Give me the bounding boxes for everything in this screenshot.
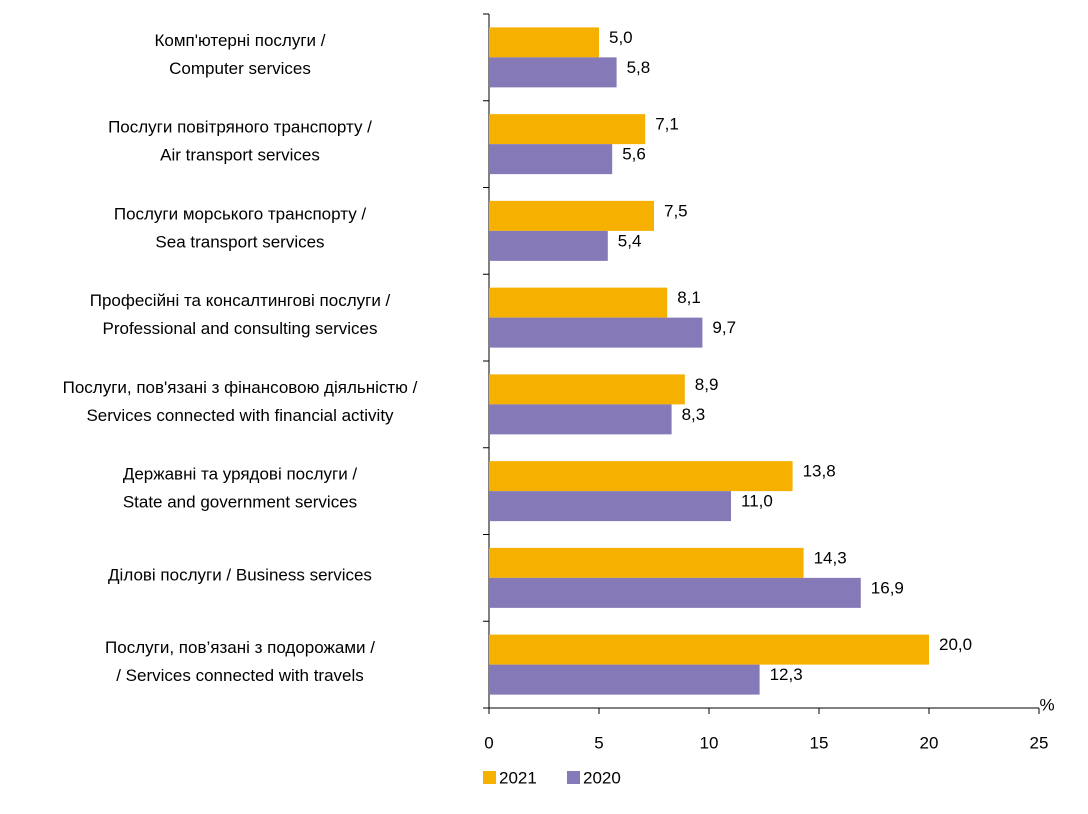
- category-label: Послуги, пов’язані з подорожами /: [105, 638, 375, 657]
- bar: [489, 577, 861, 608]
- bar: [489, 114, 646, 145]
- x-tick-label: 20: [920, 733, 939, 752]
- category-label: Services connected with financial activi…: [86, 406, 394, 425]
- value-label: 20,0: [939, 635, 972, 654]
- bar: [489, 27, 599, 58]
- bar: [489, 374, 685, 405]
- category-label: Air transport services: [160, 146, 320, 165]
- category-label: Послуги морського транспорту /: [114, 204, 367, 223]
- bar: [489, 664, 760, 695]
- value-label: 8,9: [695, 375, 719, 394]
- value-label: 5,4: [618, 231, 642, 250]
- category-label: State and government services: [123, 493, 357, 512]
- category-label: Sea transport services: [155, 232, 324, 251]
- bar: [489, 57, 617, 88]
- category-label: Професійні та консалтингові послуги /: [90, 291, 391, 310]
- bar: [489, 547, 804, 578]
- bar: [489, 200, 654, 231]
- category-label: Послуги, пов'язані з фінансовою діяльніс…: [63, 378, 418, 397]
- value-label: 12,3: [770, 665, 803, 684]
- bar: [489, 230, 608, 261]
- bar: [489, 634, 929, 665]
- value-label: 8,3: [682, 405, 706, 424]
- category-label: Professional and consulting services: [103, 319, 378, 338]
- value-label: 7,1: [655, 115, 679, 134]
- legend-swatch: [483, 771, 496, 784]
- category-label: Комп'ютерні послуги /: [155, 31, 326, 50]
- bar: [489, 404, 672, 435]
- value-label: 13,8: [803, 462, 836, 481]
- x-tick-label: 5: [594, 733, 603, 752]
- bar: [489, 287, 668, 318]
- value-label: 5,0: [609, 28, 633, 47]
- x-tick-label: 15: [810, 733, 829, 752]
- value-label: 5,6: [622, 145, 646, 164]
- value-label: 14,3: [814, 548, 847, 567]
- value-label: 8,1: [677, 288, 701, 307]
- category-label: Computer services: [169, 59, 311, 78]
- bar: [489, 144, 613, 175]
- bar: [489, 461, 793, 492]
- x-axis-label: %: [1039, 695, 1054, 714]
- category-label: Ділові послуги / Business services: [108, 565, 372, 584]
- legend-swatch: [567, 771, 580, 784]
- value-label: 7,5: [664, 201, 688, 220]
- category-label: / Services connected with travels: [116, 666, 364, 685]
- category-label: Послуги повітряного транспорту /: [108, 118, 372, 137]
- x-tick-label: 10: [700, 733, 719, 752]
- value-label: 16,9: [871, 578, 904, 597]
- bar: [489, 317, 703, 348]
- category-label: Державні та урядові послуги /: [123, 465, 358, 484]
- value-label: 5,8: [627, 58, 651, 77]
- legend-label: 2020: [583, 768, 621, 787]
- x-tick-label: 0: [484, 733, 493, 752]
- bar: [489, 491, 731, 522]
- value-label: 11,0: [741, 492, 773, 511]
- legend-label: 2021: [499, 768, 537, 787]
- value-label: 9,7: [712, 318, 736, 337]
- x-tick-label: 25: [1030, 733, 1049, 752]
